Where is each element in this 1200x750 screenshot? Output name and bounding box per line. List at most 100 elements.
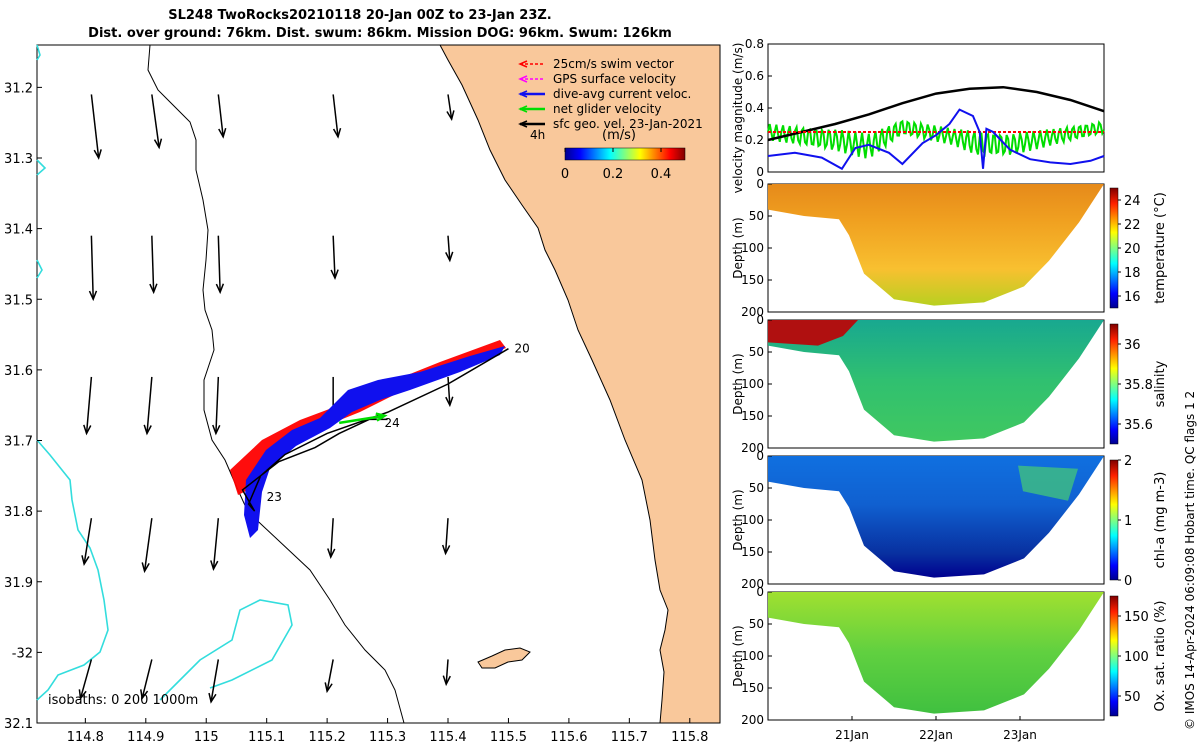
salinity-high-patch <box>768 320 858 346</box>
chla-colorbar <box>1109 459 1119 581</box>
isobath-200m <box>147 44 405 724</box>
colorbar-tick-label: 0.2 <box>603 167 624 182</box>
arrow-head <box>140 689 149 701</box>
y-tick-label: 100 <box>741 241 764 255</box>
arrow-head <box>446 110 455 122</box>
arrow-head <box>441 544 451 556</box>
geo-velocity-arrow <box>88 235 98 302</box>
arrow-shaft <box>447 376 451 406</box>
arrow-head <box>445 396 454 408</box>
net-glider-velocity-arrow <box>339 412 388 425</box>
geo-velocity-arrow <box>445 235 454 263</box>
arrow-head <box>332 127 342 139</box>
geo-velocity-arrow <box>210 518 220 571</box>
y-tick-label: 0.6 <box>745 69 764 83</box>
colorbar-tick-label: 0.4 <box>651 167 672 182</box>
velocity-ylabel: velocity magnitude (m/s) <box>731 43 745 194</box>
arrow-shaft <box>212 518 220 570</box>
geo-velocity-arrow <box>212 376 221 436</box>
arrow-head <box>93 149 102 160</box>
colorbar-tick-label: 22 <box>1124 218 1141 233</box>
arrow-head <box>327 548 336 559</box>
arrow-shaft <box>90 235 94 300</box>
colorbar-units: (m/s) <box>602 128 636 143</box>
day-label: 20 <box>514 342 529 356</box>
salinity-section-field <box>768 320 1104 442</box>
y-tick-label: 50 <box>749 209 764 223</box>
oxygen-colorbar-label: Ox. sat. ratio (%) <box>1153 601 1168 712</box>
chla-max-patch <box>1018 465 1078 501</box>
x-tick-label: 21Jan <box>835 728 869 742</box>
x-tick-label: 114.9 <box>127 730 164 745</box>
y-tick-label: 0.4 <box>745 101 764 115</box>
geo-velocity-arrow <box>151 94 163 150</box>
temperature-colorbar <box>1109 187 1119 309</box>
title-line-1: SL248 TwoRocks20210118 20-Jan 00Z to 23-… <box>168 8 552 23</box>
geo-velocity-arrow <box>78 659 93 701</box>
y-tick-label: 150 <box>741 681 764 695</box>
island-rottnest <box>477 647 531 669</box>
geo-velocity-arrow <box>445 376 454 408</box>
legend-swatch-head <box>518 60 528 68</box>
colorbar-tick-label: 2 <box>1124 454 1132 469</box>
chla-colorbar-label: chl-a (mg m-3) <box>1153 472 1168 569</box>
arrow-shaft <box>444 518 449 554</box>
colorbar-tick-label: 18 <box>1124 266 1141 281</box>
colorbar-tick-label: 50 <box>1124 690 1141 705</box>
arrow-shaft <box>330 518 334 558</box>
colorbar-tick-label: 35.6 <box>1124 418 1153 433</box>
y-tick-label: 31.3 <box>4 152 33 167</box>
depth-ylabel: Depth (m) <box>731 489 745 550</box>
credit-text: © IMOS 14-Apr-2024 06:09:08 Hobart time.… <box>1183 390 1197 730</box>
geo-velocity-arrow <box>332 94 342 139</box>
y-tick-label: 31.6 <box>4 364 33 379</box>
geo-velocity-arrow <box>217 94 227 139</box>
depth-ylabel: Depth (m) <box>731 353 745 414</box>
legend-label: net glider velocity <box>553 102 661 116</box>
arrow-shaft <box>217 94 224 137</box>
day-label: 24 <box>385 416 400 430</box>
oxygen-section-field <box>768 592 1104 714</box>
y-tick-label: 31.9 <box>4 576 33 591</box>
colorbar-tick-label: 16 <box>1124 290 1141 305</box>
y-tick-label: 0 <box>756 585 764 599</box>
geo-velocity-arrow <box>140 659 153 701</box>
arrow-shaft <box>151 94 160 148</box>
y-tick-label: 200 <box>741 305 764 319</box>
x-tick-label: 115.2 <box>309 730 346 745</box>
arrow-head <box>375 412 388 422</box>
land-area <box>439 44 721 724</box>
arrow-shaft <box>332 235 336 279</box>
arrow-head <box>218 127 227 139</box>
y-tick-label: 150 <box>741 273 764 287</box>
dive-avg-current-swath <box>244 346 505 538</box>
velocity-series-line <box>767 108 1105 171</box>
geo-velocity-arrow <box>327 518 336 559</box>
y-tick-label: 200 <box>741 441 764 455</box>
x-tick-label: 115.4 <box>429 730 466 745</box>
arrow-head <box>88 290 98 302</box>
arrow-head <box>208 692 217 704</box>
colorbar-tick-label: 1 <box>1124 514 1132 529</box>
depth-ylabel: Depth (m) <box>731 217 745 278</box>
legend-label: sfc geo. vel. 23-Jan-2021 <box>553 117 703 131</box>
velocity-series-line <box>767 85 1105 142</box>
arrow-shaft <box>143 518 153 572</box>
y-tick-label: 31.5 <box>4 293 33 308</box>
x-tick-label: 115 <box>194 730 219 745</box>
arrow-shaft <box>447 94 453 120</box>
arrow-head <box>210 560 219 571</box>
colorbar-tick-label: 36 <box>1124 338 1141 353</box>
day-label: 23 <box>267 490 282 504</box>
legend-swatch-head <box>518 75 528 83</box>
geo-velocity-arrow <box>83 376 93 436</box>
y-tick-label: 31.7 <box>4 435 33 450</box>
arrow-head <box>215 283 225 295</box>
arrow-head <box>143 424 152 436</box>
arrow-head <box>81 555 90 566</box>
isobath-1000m <box>36 44 293 701</box>
colorbar-tick-label: 150 <box>1124 610 1149 625</box>
x-tick-label: 115.7 <box>611 730 648 745</box>
